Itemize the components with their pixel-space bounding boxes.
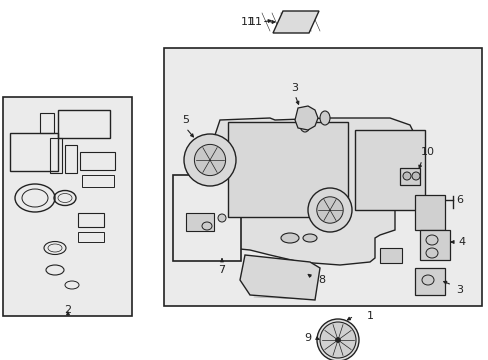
Text: 2: 2 [64,305,71,315]
Bar [82,175,114,187]
Bar [354,130,424,210]
Ellipse shape [319,322,355,358]
Bar [58,110,110,138]
Bar [227,122,347,217]
Text: 9: 9 [304,333,311,343]
Ellipse shape [303,234,316,242]
Ellipse shape [307,188,351,232]
Bar [3,97,132,316]
Ellipse shape [299,118,309,132]
Ellipse shape [421,275,433,285]
Text: 11: 11 [241,17,254,27]
Ellipse shape [319,111,329,125]
Ellipse shape [194,144,225,176]
Polygon shape [240,255,319,300]
Bar [78,232,104,242]
Bar [163,48,481,306]
Bar [50,138,62,173]
Text: 11: 11 [248,17,263,27]
Text: 3: 3 [291,83,298,93]
Bar [65,145,77,173]
Bar [80,152,115,170]
Polygon shape [294,106,317,130]
Ellipse shape [411,172,419,180]
Bar [10,133,58,171]
Bar [173,175,241,261]
Text: 1: 1 [366,311,373,321]
Bar [185,213,214,231]
Ellipse shape [335,338,340,342]
Text: 7: 7 [218,265,225,275]
Polygon shape [207,118,419,265]
Ellipse shape [281,233,298,243]
Ellipse shape [202,222,212,230]
Ellipse shape [425,235,437,245]
Ellipse shape [183,134,236,186]
Ellipse shape [316,319,358,360]
Text: 8: 8 [318,275,325,285]
Polygon shape [272,11,318,33]
Bar [40,113,54,133]
Text: 3: 3 [456,285,463,295]
Ellipse shape [425,248,437,258]
Ellipse shape [402,172,410,180]
Polygon shape [419,230,449,260]
Polygon shape [414,195,444,230]
Text: 5: 5 [182,115,189,125]
Bar [379,248,401,263]
Polygon shape [399,168,419,185]
Bar [78,213,104,227]
Ellipse shape [316,197,343,223]
Polygon shape [414,268,444,295]
Text: 6: 6 [456,195,463,205]
Ellipse shape [218,214,225,222]
Text: 10: 10 [420,147,434,157]
Text: 4: 4 [458,237,465,247]
